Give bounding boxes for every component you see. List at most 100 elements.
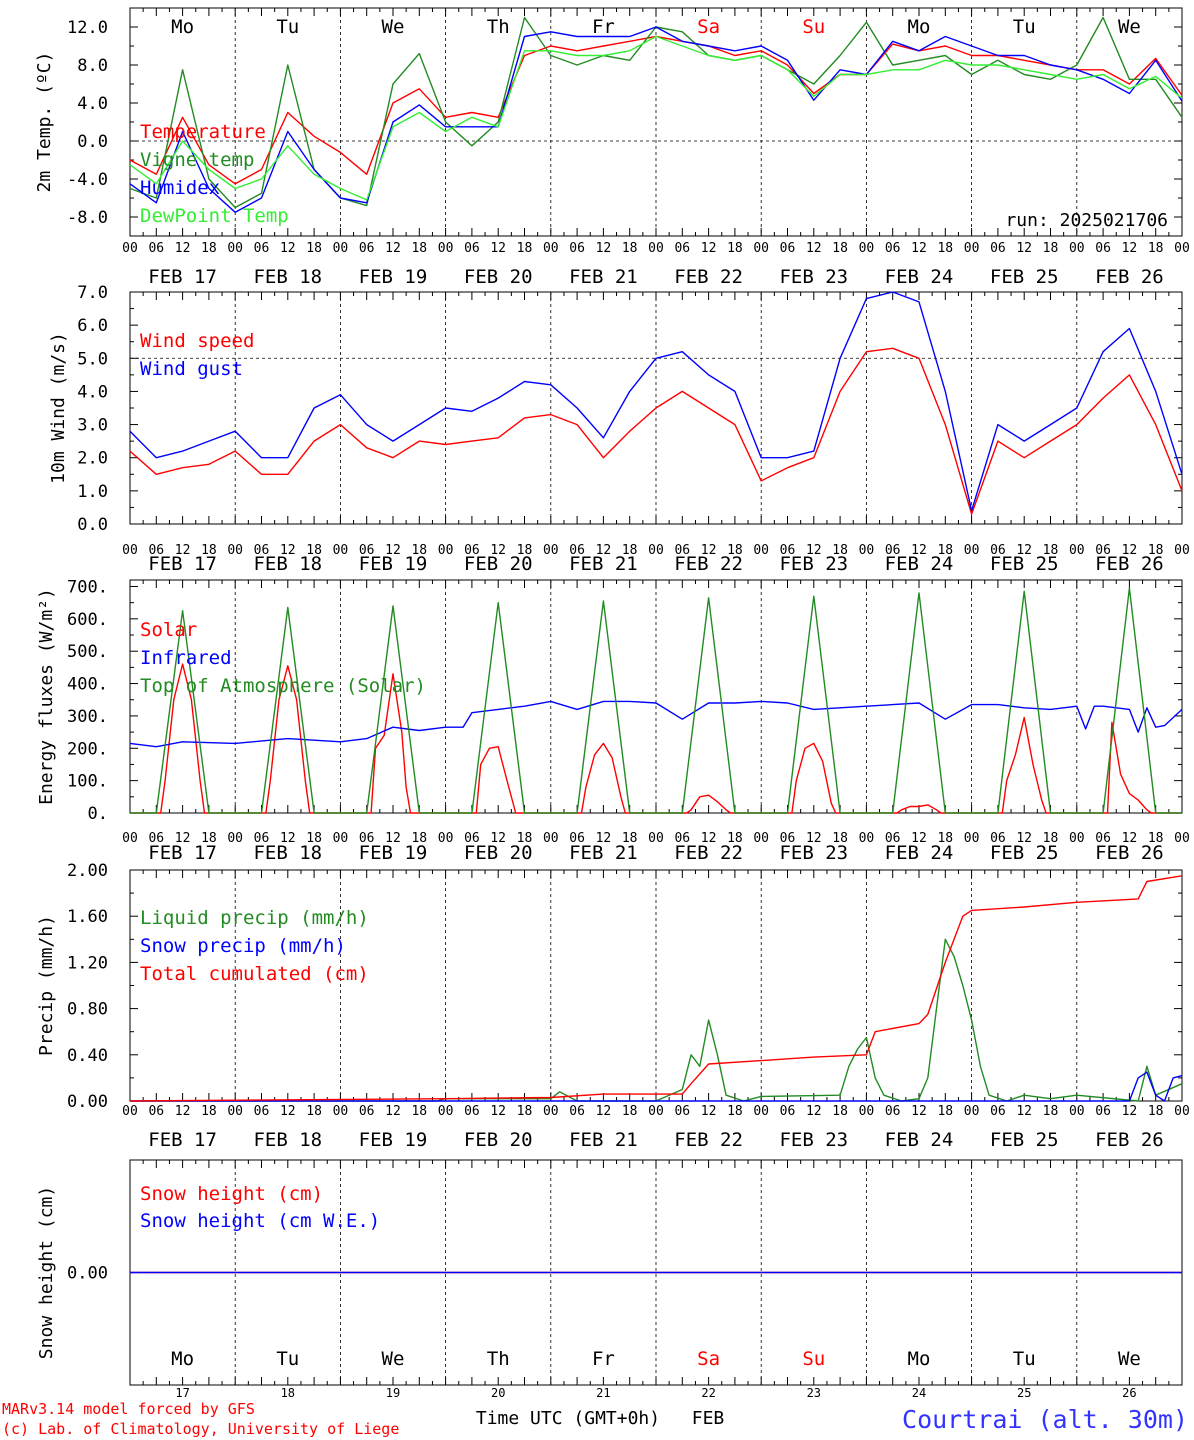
hour-tick-label: 18 [1043,241,1059,256]
hour-tick-label: 06 [254,831,270,846]
hour-tick-label: 18 [832,831,848,846]
series-line [129,875,1183,1102]
weekday-label: Mo [908,16,931,38]
legend-entry: Snow height (cm W.E.) [140,1210,380,1232]
y-tick-label: 2.0 [77,449,108,469]
hour-tick-label: 00 [1174,1104,1190,1119]
y-tick-label: -4.0 [67,170,108,190]
hour-tick-label: 12 [911,831,927,846]
day-number: 24 [912,1386,926,1400]
panel-3: 0. 100. 200. 300. 400. 500. 600. 700. Energy flu… [36,577,1190,864]
legend-entry: Liquid precip (mm/h) [140,907,369,929]
date-label: FEB 23 [779,553,848,575]
hour-tick-label: 06 [148,1104,164,1119]
hour-tick-label: 12 [1122,543,1138,558]
hour-tick-label: 06 [254,241,270,256]
hour-tick-label: 18 [411,241,427,256]
date-label: FEB 21 [569,842,638,864]
y-tick-label: 0.0 [77,132,108,152]
weekday-label: Tu [1013,16,1036,38]
hour-tick-label: 00 [227,543,243,558]
series-line [130,1071,1183,1102]
series-line [129,347,1183,515]
hour-tick-label: 00 [964,1104,980,1119]
hour-tick-label: 00 [227,1104,243,1119]
hour-tick-label: 12 [1122,831,1138,846]
hour-tick-label: 18 [727,241,743,256]
month-label: FEB [692,1408,725,1429]
hour-tick-label: 06 [464,831,480,846]
hour-tick-label: 00 [1174,831,1190,846]
hour-tick-label: 06 [464,543,480,558]
panel-1: -8.0 -4.0 0.0 4.0 8.0 12.0 2m Temp. (ºC) Temper… [34,7,1190,288]
weekday-label: Tu [276,1348,299,1370]
hour-tick-label: 18 [306,831,322,846]
hour-tick-label: 06 [990,241,1006,256]
panel-2: 0.0 1.0 2.0 3.0 4.0 5.0 6.0 7.0 10m Wind (m/s) Wi… [48,283,1190,575]
hour-tick-label: 06 [885,1104,901,1119]
hour-tick-label: 00 [964,241,980,256]
weekday-label: Sa [697,16,720,38]
y-axis-label: Energy fluxes (W/m²) [36,588,57,805]
legend-entry: Snow height (cm) [140,1183,323,1205]
weekday-label: Th [487,1348,510,1370]
hour-tick-label: 12 [701,241,717,256]
hour-tick-label: 00 [648,543,664,558]
hour-tick-label: 06 [780,831,796,846]
date-label: FEB 19 [359,553,428,575]
legend-entry: DewPoint Temp [140,205,289,227]
y-tick-label: 300. [67,707,108,727]
day-number: 21 [596,1386,610,1400]
hour-tick-label: 00 [753,1104,769,1119]
legend-entry: Top of Atmosphere (Solar) [140,675,426,697]
day-number: 25 [1017,1386,1031,1400]
hour-tick-label: 00 [964,543,980,558]
hour-tick-label: 06 [885,831,901,846]
hour-tick-label: 12 [385,831,401,846]
hour-tick-label: 18 [517,1104,533,1119]
hour-tick-label: 18 [411,543,427,558]
legend-entry: Total cumulated (cm) [140,963,369,985]
hour-tick-label: 12 [701,543,717,558]
hour-tick-label: 06 [569,543,585,558]
day-number: 22 [701,1386,715,1400]
y-axis-label: 10m Wind (m/s) [48,332,69,484]
y-tick-label: 1.60 [67,907,108,927]
date-label: FEB 23 [779,266,848,288]
hour-tick-label: 12 [701,1104,717,1119]
weekday-label: Mo [171,16,194,38]
date-label: FEB 18 [253,266,322,288]
hour-tick-label: 06 [1095,543,1111,558]
hour-tick-label: 00 [333,831,349,846]
date-label: FEB 21 [569,266,638,288]
hour-tick-label: 00 [753,241,769,256]
hour-tick-label: 12 [490,241,506,256]
weekday-label: Tu [276,16,299,38]
hour-tick-label: 12 [1016,1104,1032,1119]
hour-tick-label: 00 [122,543,138,558]
hour-tick-label: 06 [359,831,375,846]
footer: MARv3.14 model forced by GFS (c) Lab. of … [2,1400,1188,1438]
series-line [129,26,1183,214]
date-label: FEB 17 [148,1129,217,1151]
hour-tick-label: 12 [1122,241,1138,256]
hour-tick-label: 00 [122,241,138,256]
hour-tick-label: 18 [201,241,217,256]
hour-tick-label: 00 [1069,831,1085,846]
hour-tick-label: 18 [622,1104,638,1119]
hour-tick-label: 12 [280,543,296,558]
y-tick-label: 8.0 [77,56,108,76]
series-line [129,700,1183,748]
date-label: FEB 25 [990,842,1059,864]
date-label: FEB 25 [990,1129,1059,1151]
hour-tick-label: 12 [1016,831,1032,846]
hour-tick-label: 00 [333,241,349,256]
hour-tick-label: 06 [1095,831,1111,846]
y-tick-label: 400. [67,675,108,695]
y-tick-label: 0.00 [67,1092,108,1112]
hour-tick-label: 18 [1043,1104,1059,1119]
legend-entry: Solar [140,619,197,641]
hour-tick-label: 06 [674,543,690,558]
y-tick-label: -8.0 [67,208,108,228]
